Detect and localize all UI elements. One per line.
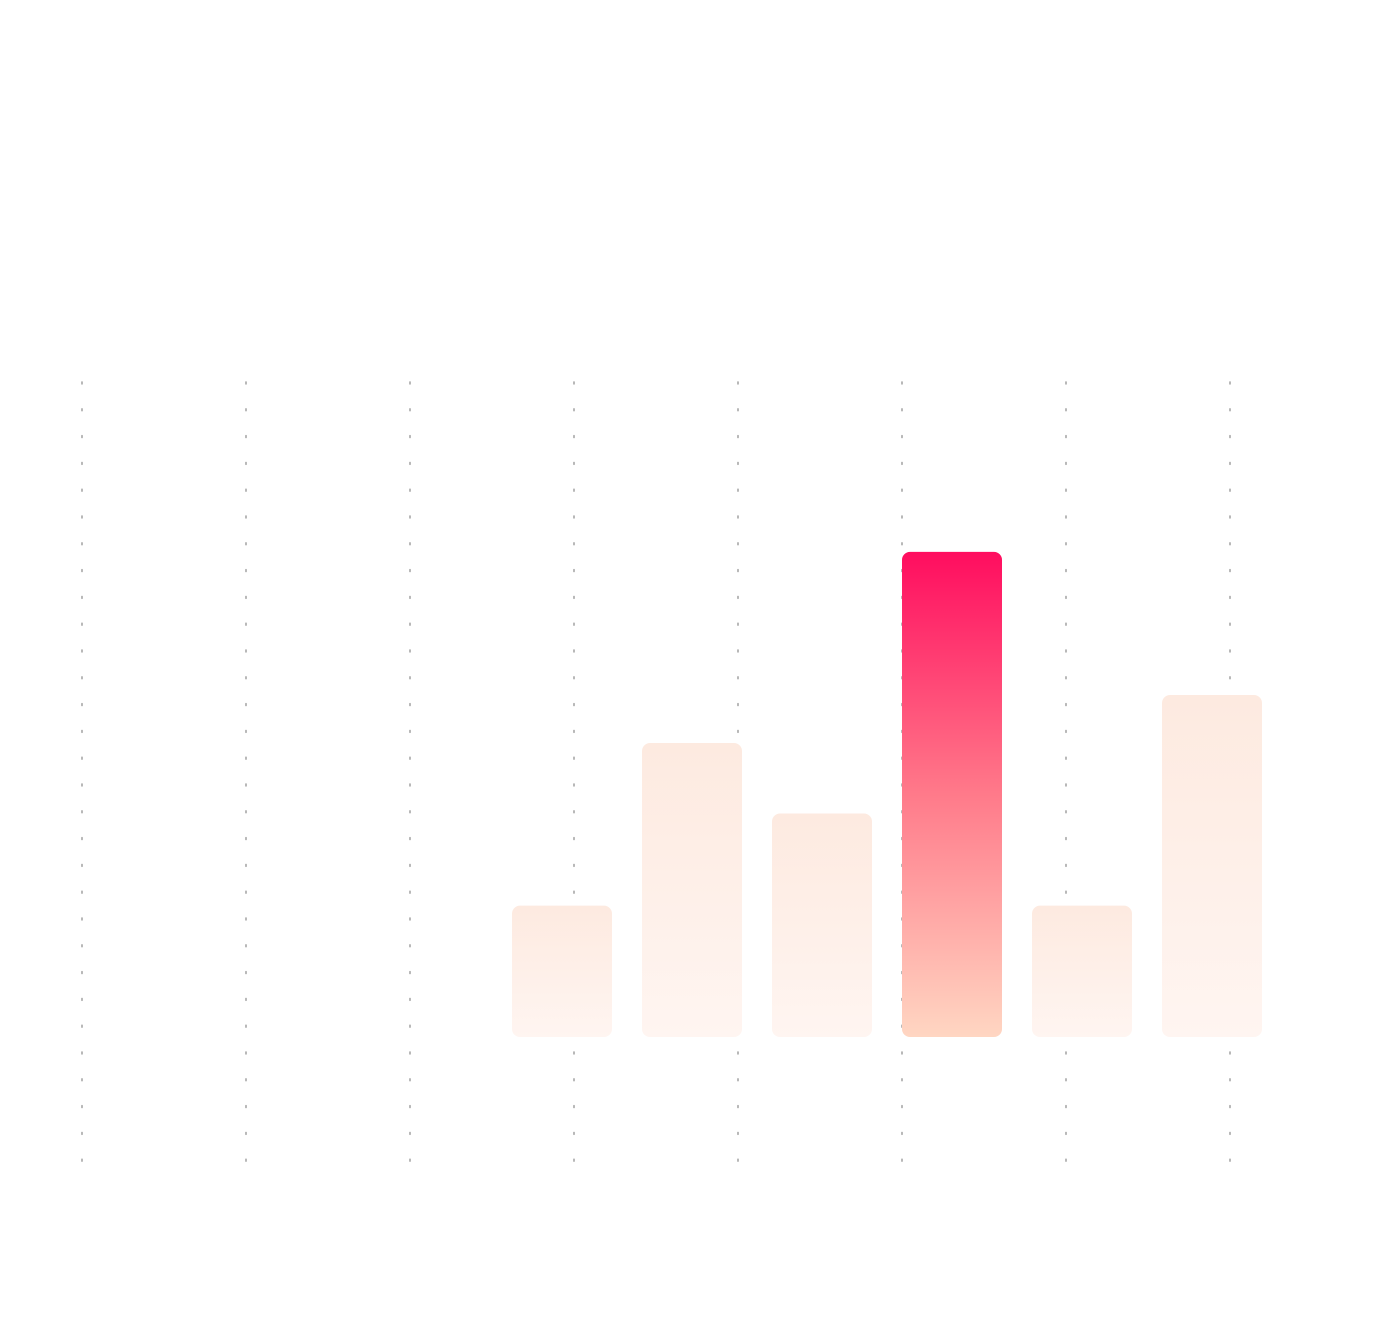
bar-highlighted <box>902 551 1002 1037</box>
bar <box>642 743 742 1037</box>
bars <box>512 551 1262 1037</box>
bar <box>1032 905 1132 1037</box>
bar <box>512 905 612 1037</box>
bar <box>772 813 872 1037</box>
bar <box>1162 694 1262 1037</box>
